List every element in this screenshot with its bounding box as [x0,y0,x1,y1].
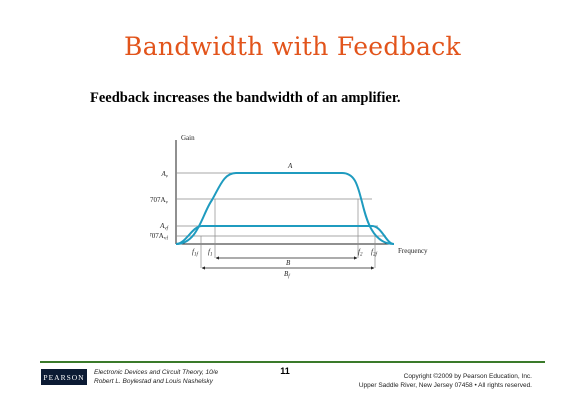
copyright-line-2: Upper Saddle River, New Jersey 07458 • A… [358,382,532,389]
label-f2: f [358,248,361,256]
slide-subtitle: Feedback increases the bandwidth of an a… [90,90,401,106]
label-f1-sub: 1 [210,253,213,258]
label-f1f-sub: 1f [194,253,199,258]
pearson-logo: PEARSON [41,369,87,385]
label-f2f-sub: 2f [373,253,378,258]
svg-text:0.707Avf: 0.707Avf [150,232,168,242]
label-f1: f [208,248,211,256]
label-av707-sub: v [166,201,169,206]
slide-title: Bandwidth with Feedback [124,32,461,61]
svg-text:0.707Av: 0.707Av [150,196,169,206]
book-authors: Robert L. Boylestad and Louis Nashelsky [94,378,213,385]
book-title: Electronic Devices and Circuit Theory, 1… [94,369,219,376]
label-av-sub: v [166,175,169,180]
page-number: 11 [280,366,290,376]
copyright: Copyright ©2009 by Pearson Education, In… [359,372,532,390]
label-bf-sub: f [288,275,290,280]
curve-label: A [287,162,293,170]
open-loop-curve [175,172,395,245]
book-credit: Electronic Devices and Circuit Theory, 1… [94,368,218,386]
x-axis-label: Frequency [398,247,428,255]
svg-text:Avf: Avf [159,222,169,232]
svg-text:f2: f2 [358,248,363,258]
label-avf: A [159,222,165,230]
svg-text:f1: f1 [208,248,212,258]
label-av707: 0.707A [150,196,166,204]
label-avf707: 0.707A [150,232,164,240]
label-bf: B [284,270,289,278]
copyright-line-1: Copyright ©2009 by Pearson Education, In… [403,373,532,380]
y-axis-label: Gain [181,134,195,142]
label-av: A [160,170,166,178]
label-f1f: f [192,248,195,256]
svg-text:Bf: Bf [284,270,290,280]
label-f2-sub: 2 [360,253,363,258]
svg-text:f1f: f1f [192,248,198,258]
bandwidth-diagram: Gain Frequency A Av 0.707Av Avf 0.707Avf… [150,134,428,280]
label-avf-sub: vf [164,227,168,232]
svg-text:f2f: f2f [371,248,377,258]
label-avf707-sub: vf [164,237,169,242]
label-f2f: f [371,248,374,256]
svg-text:Av: Av [160,170,168,180]
footer-rule [40,361,545,363]
feedback-curve [175,225,395,245]
label-b: B [286,259,291,267]
